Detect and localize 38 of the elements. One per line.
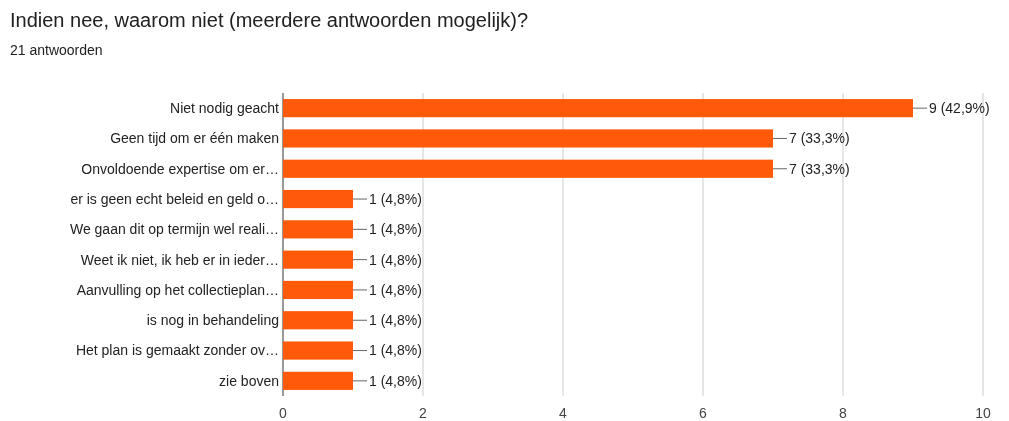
y-tick-label: zie boven <box>219 372 279 389</box>
bar <box>283 129 773 148</box>
bar <box>283 341 353 360</box>
y-tick-label: We gaan dit op termijn wel reali… <box>69 221 279 238</box>
bar <box>283 311 353 330</box>
data-label: 1 (4,8%) <box>369 342 422 359</box>
y-tick-label: Het plan is gemaakt zonder ov… <box>75 342 279 359</box>
bar <box>283 250 353 269</box>
y-tick-label: Weet ik niet, ik heb er in ieder… <box>80 251 279 268</box>
bar <box>283 99 913 118</box>
chart-title: Indien nee, waarom niet (meerdere antwoorden mogelijk)? <box>10 9 529 31</box>
bar <box>283 220 353 239</box>
x-tick-label: 8 <box>839 405 848 421</box>
y-tick-label: Aanvulling op het collectieplan… <box>76 281 279 298</box>
data-label: 1 (4,8%) <box>369 281 422 298</box>
x-tick-label: 4 <box>559 405 568 421</box>
data-label: 1 (4,8%) <box>369 221 422 238</box>
data-label: 9 (42,9%) <box>929 100 990 117</box>
x-tick-label: 6 <box>699 405 708 421</box>
data-label: 1 (4,8%) <box>369 312 422 329</box>
data-label: 7 (33,3%) <box>789 160 850 177</box>
bar <box>283 280 353 300</box>
data-label: 1 (4,8%) <box>369 190 422 207</box>
bar <box>283 159 773 178</box>
y-tick-label: is nog in behandeling <box>146 312 279 329</box>
data-label: 1 (4,8%) <box>369 372 422 389</box>
data-label: 7 (33,3%) <box>789 130 850 147</box>
data-label: 1 (4,8%) <box>369 251 422 268</box>
x-tick-label: 0 <box>279 405 288 421</box>
x-tick-label: 2 <box>419 405 428 421</box>
bar <box>283 371 353 390</box>
y-tick-label: er is geen echt beleid en geld o… <box>70 190 279 207</box>
x-tick-label: 10 <box>975 405 991 421</box>
bar <box>283 189 353 209</box>
text: 21 antwoorden <box>10 42 103 58</box>
y-tick-label: Geen tijd om er één maken <box>110 130 279 147</box>
y-tick-label: Niet nodig geacht <box>170 100 280 117</box>
y-tick-label: Onvoldoende expertise om er… <box>81 160 279 177</box>
